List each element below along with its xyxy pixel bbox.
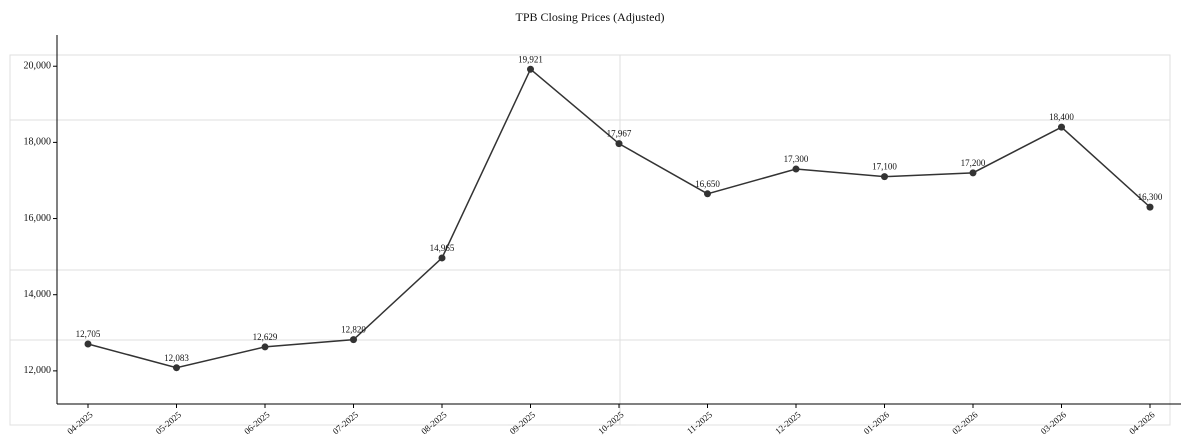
value-label: 12,083 xyxy=(164,353,189,363)
value-label: 19,921 xyxy=(518,54,543,64)
value-label: 12,820 xyxy=(341,325,366,335)
value-label: 12,705 xyxy=(76,329,101,339)
point xyxy=(1058,123,1065,131)
value-label: 17,200 xyxy=(961,158,986,168)
bleed-through xyxy=(9,54,1171,426)
point xyxy=(792,165,800,173)
y-tick-label: 18,000 xyxy=(24,137,52,148)
value-label: 14,965 xyxy=(430,243,455,253)
point xyxy=(881,173,888,181)
value-label: 16,650 xyxy=(695,179,720,189)
point xyxy=(261,343,269,351)
y-tick-label: 14,000 xyxy=(24,289,52,300)
point xyxy=(704,190,711,198)
point xyxy=(173,364,180,372)
point xyxy=(615,140,623,148)
point xyxy=(350,336,357,344)
value-label: 17,100 xyxy=(872,162,897,172)
value-label: 12,629 xyxy=(253,332,278,342)
point xyxy=(969,169,977,177)
value-label: 18,400 xyxy=(1049,112,1074,122)
y-tick-label: 12,000 xyxy=(24,365,52,376)
value-label: 16,300 xyxy=(1138,192,1163,202)
y-tick-label: 16,000 xyxy=(24,213,52,224)
point xyxy=(527,65,534,73)
y-tick-label: 20,000 xyxy=(24,61,52,72)
point xyxy=(1146,203,1154,211)
point xyxy=(438,254,446,262)
point xyxy=(84,340,92,348)
value-label: 17,300 xyxy=(784,154,809,164)
value-label: 17,967 xyxy=(607,129,632,139)
chart-title: TPB Closing Prices (Adjusted) xyxy=(516,10,665,24)
